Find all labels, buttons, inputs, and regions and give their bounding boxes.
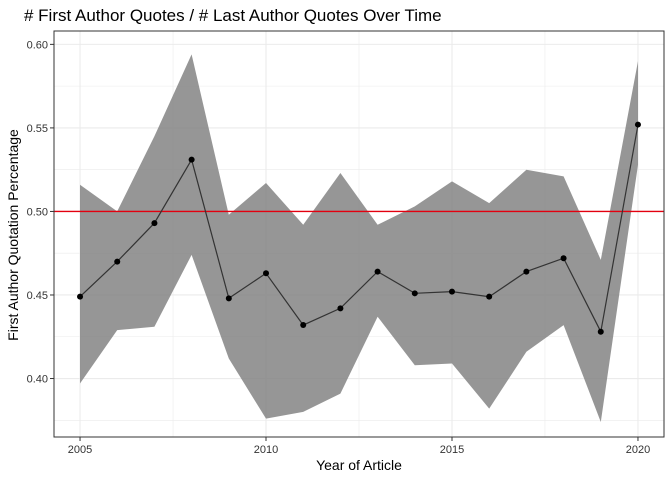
data-point [634,121,641,128]
data-point [151,220,158,227]
data-point [411,290,418,297]
data-point [486,293,493,300]
x-tick-label: 2005 [68,444,92,456]
data-point [337,305,344,312]
data-point [560,255,567,262]
data-point [225,295,232,302]
x-tick-label: 2020 [626,444,650,456]
data-point [523,268,530,275]
data-point [597,328,604,335]
x-axis: 2005 2010 2015 2020 [68,437,650,456]
panel-border [53,30,665,438]
x-tick-label: 2010 [254,444,278,456]
data-points [77,121,641,335]
confidence-band [80,54,638,423]
data-point [77,293,84,300]
y-tick-label: 0.45 [27,290,48,302]
y-tick-label: 0.55 [27,123,48,135]
data-point [374,268,381,275]
data-point [114,258,121,265]
x-tick-label: 2015 [440,444,464,456]
y-tick-label: 0.60 [27,39,48,51]
data-point [448,288,455,295]
data-point [188,156,195,163]
y-axis: 0.40 0.45 0.50 0.55 0.60 [27,39,54,386]
series-line [79,124,639,334]
y-tick-label: 0.50 [27,206,48,218]
y-axis-title: First Author Quotation Percentage [5,129,21,341]
y-tick-label: 0.40 [27,374,48,386]
data-point [263,270,270,277]
data-point [300,322,307,329]
x-axis-title: Year of Article [316,457,402,473]
chart-title: # First Author Quotes / # Last Author Qu… [24,6,442,25]
